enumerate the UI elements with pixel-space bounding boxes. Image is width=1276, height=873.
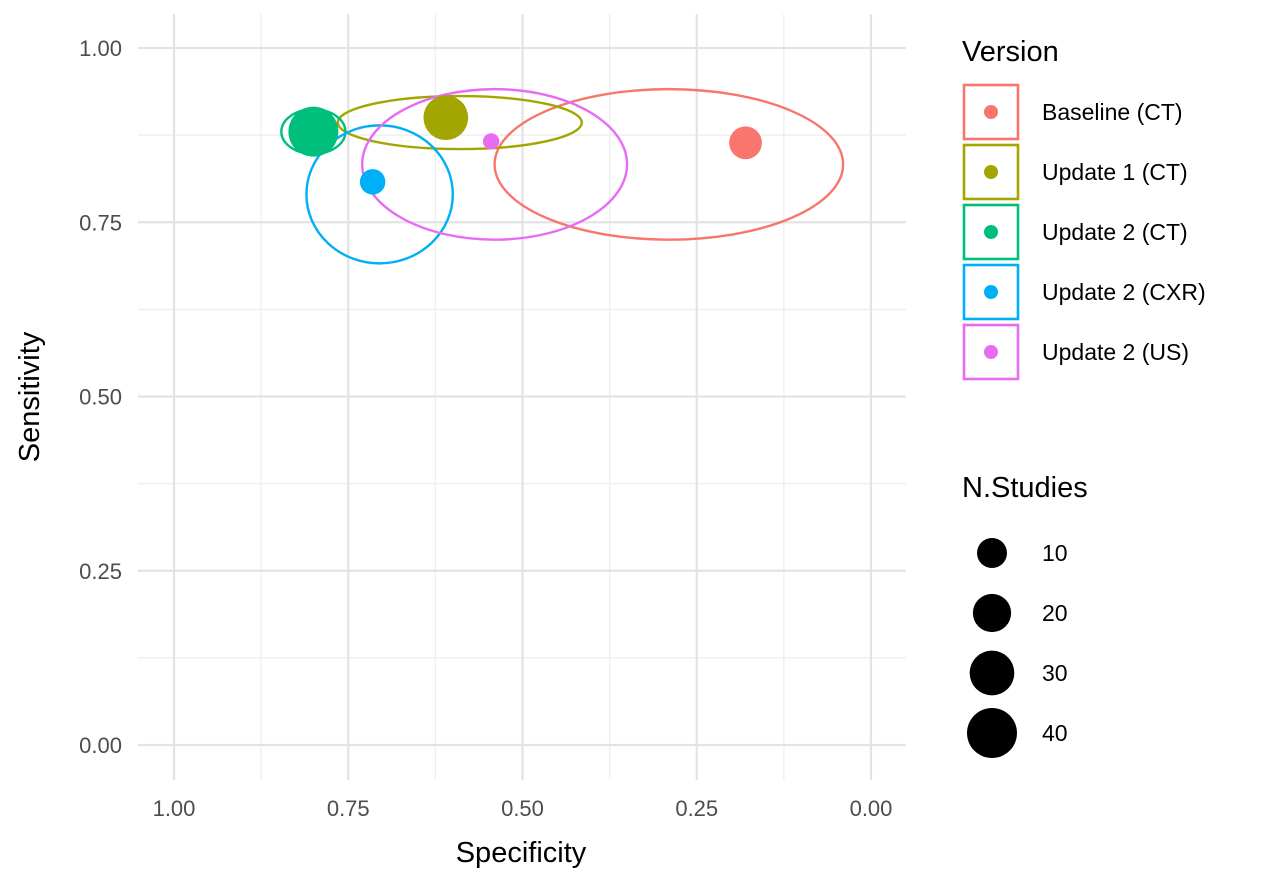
legend-version: Version Baseline (CT) Update 1 (CT) Update… (962, 36, 1206, 381)
legend-label: Baseline (CT) (1042, 99, 1183, 125)
legend-n-studies: N.Studies 10 20 30 40 (962, 472, 1088, 758)
x-tick-label: 0.25 (675, 796, 718, 821)
legend-label: Update 2 (US) (1042, 339, 1189, 365)
y-tick-label: 0.25 (79, 559, 122, 584)
y-axis-tick-labels: 0.00 0.25 0.50 0.75 1.00 (79, 36, 122, 758)
size-legend-dot (977, 538, 1007, 568)
legend-label: Update 2 (CT) (1042, 219, 1188, 245)
y-tick-label: 0.75 (79, 210, 122, 235)
size-legend-dot (972, 593, 1012, 633)
size-legend-label: 10 (1042, 540, 1068, 566)
data-point (482, 133, 500, 150)
y-axis-title: Sensitivity (14, 331, 46, 462)
size-legend-dot (967, 708, 1017, 758)
legend-key-dot (984, 165, 998, 179)
x-tick-label: 0.75 (327, 796, 370, 821)
size-legend-dot (969, 650, 1015, 696)
size-legend-label: 30 (1042, 660, 1068, 686)
major-gridlines (138, 14, 906, 780)
legend-label: Update 1 (CT) (1042, 159, 1188, 185)
confidence-ellipse (493, 87, 845, 241)
data-point (423, 95, 469, 141)
legend-key-dot (984, 225, 998, 239)
confidence-ellipse (336, 94, 583, 151)
legend-key-dot (984, 345, 998, 359)
data-point (729, 126, 762, 160)
x-tick-label: 0.00 (850, 796, 893, 821)
legend-version-title: Version (962, 36, 1059, 68)
legend-key-dot (984, 105, 998, 119)
legend-label: Update 2 (CXR) (1042, 279, 1206, 305)
confidence-ellipse (360, 87, 629, 241)
x-tick-label: 1.00 (153, 796, 196, 821)
y-tick-label: 1.00 (79, 36, 122, 61)
x-axis-title: Specificity (456, 837, 587, 869)
y-tick-label: 0.00 (79, 733, 122, 758)
data-point (359, 169, 386, 195)
y-tick-label: 0.50 (79, 385, 122, 410)
data-point (288, 106, 339, 157)
data-points (288, 95, 762, 195)
legend-key-dot (984, 285, 998, 299)
x-tick-label: 0.50 (501, 796, 544, 821)
size-legend-label: 20 (1042, 600, 1068, 626)
legend-n-studies-title: N.Studies (962, 472, 1088, 504)
x-axis-tick-labels: 1.00 0.75 0.50 0.25 0.00 (153, 796, 893, 821)
size-legend-label: 40 (1042, 720, 1068, 746)
